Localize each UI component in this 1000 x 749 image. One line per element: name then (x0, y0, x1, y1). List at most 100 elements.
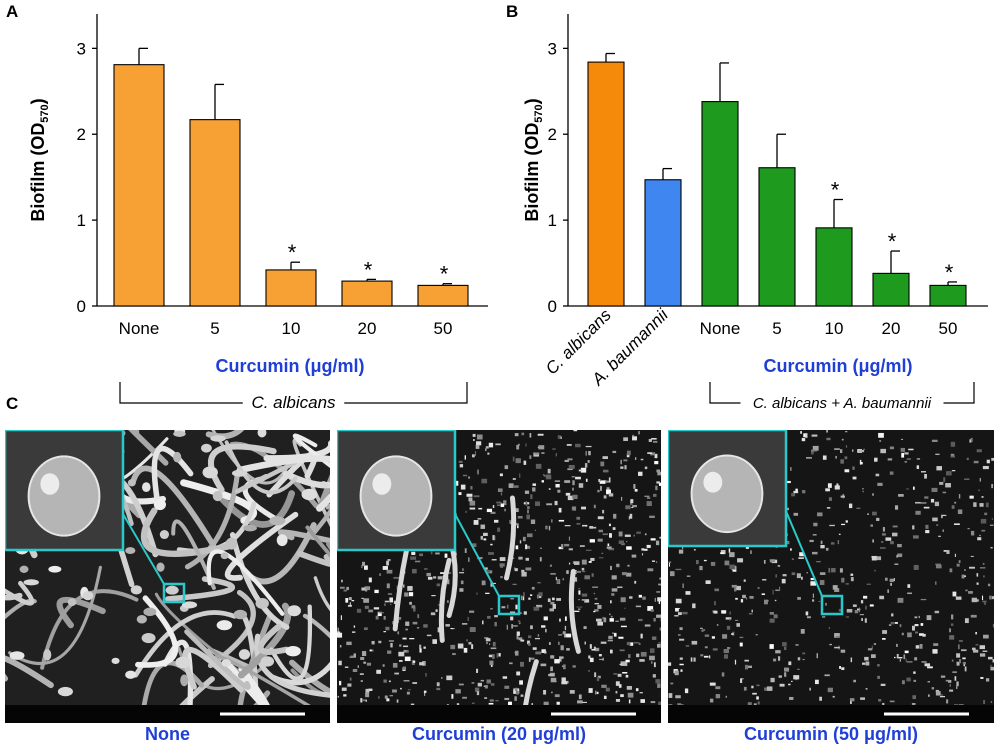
matrix-particle (981, 595, 984, 601)
matrix-particle (888, 624, 892, 626)
matrix-particle (590, 557, 595, 561)
matrix-particle (686, 575, 691, 577)
hypha (296, 550, 330, 567)
matrix-particle (338, 680, 342, 686)
matrix-particle (528, 597, 531, 600)
matrix-particle (525, 544, 528, 550)
matrix-particle (757, 701, 760, 705)
matrix-particle (496, 653, 498, 658)
matrix-particle (756, 696, 759, 700)
matrix-particle (805, 611, 809, 616)
category-label: 20 (882, 319, 901, 338)
matrix-particle (822, 455, 827, 460)
matrix-particle (510, 598, 515, 600)
matrix-particle (799, 552, 805, 557)
matrix-particle (682, 611, 688, 615)
matrix-particle (860, 461, 863, 465)
matrix-particle (931, 439, 938, 442)
matrix-particle (980, 518, 987, 524)
yeast-cell (287, 605, 301, 617)
matrix-particle (508, 701, 512, 706)
matrix-particle (977, 537, 982, 541)
matrix-particle (975, 599, 979, 602)
matrix-particle (436, 583, 441, 587)
matrix-particle (825, 547, 829, 551)
matrix-particle (912, 625, 915, 631)
matrix-particle (615, 690, 618, 694)
matrix-particle (572, 494, 578, 500)
matrix-particle (537, 433, 544, 436)
inset-connector (122, 513, 165, 585)
matrix-particle (550, 655, 555, 659)
panel-letter-c: C (6, 394, 19, 413)
matrix-particle (368, 688, 373, 691)
matrix-particle (946, 550, 950, 554)
matrix-particle (603, 495, 607, 499)
matrix-particle (915, 510, 921, 515)
matrix-particle (802, 490, 806, 494)
matrix-particle (516, 671, 521, 676)
matrix-particle (593, 610, 596, 613)
matrix-particle (649, 515, 655, 518)
matrix-particle (462, 474, 468, 477)
matrix-particle (950, 455, 955, 458)
matrix-particle (437, 604, 440, 606)
matrix-particle (417, 614, 420, 619)
matrix-particle (699, 627, 703, 629)
matrix-particle (922, 633, 926, 637)
matrix-particle (636, 531, 641, 534)
matrix-particle (775, 574, 777, 578)
matrix-particle (528, 657, 531, 662)
matrix-particle (459, 572, 465, 574)
matrix-particle (520, 639, 525, 642)
matrix-particle (506, 624, 509, 630)
yeast-cell (221, 659, 231, 667)
matrix-particle (514, 687, 518, 692)
matrix-particle (578, 694, 582, 700)
matrix-particle (409, 601, 412, 605)
bracket-label: C. albicans (251, 393, 336, 412)
matrix-particle (803, 433, 806, 438)
matrix-particle (969, 439, 972, 443)
matrix-particle (655, 561, 658, 564)
matrix-particle (669, 571, 675, 577)
matrix-particle (596, 677, 600, 682)
matrix-particle (469, 500, 476, 506)
hypha (289, 659, 330, 695)
matrix-particle (885, 537, 892, 541)
yeast-cell (125, 547, 136, 554)
matrix-particle (576, 523, 581, 525)
matrix-particle (983, 699, 986, 705)
matrix-particle (933, 643, 939, 646)
matrix-particle (777, 564, 781, 567)
matrix-particle (619, 649, 625, 652)
matrix-particle (480, 679, 484, 682)
matrix-particle (594, 603, 599, 605)
category-label: 5 (772, 319, 781, 338)
matrix-particle (504, 697, 510, 701)
matrix-particle (527, 509, 529, 514)
hypha (165, 576, 236, 602)
matrix-particle (898, 494, 904, 497)
matrix-particle (589, 539, 595, 543)
matrix-particle (462, 485, 465, 488)
matrix-particle (530, 519, 536, 524)
matrix-particle (793, 490, 799, 494)
matrix-particle (374, 589, 379, 594)
matrix-particle (735, 585, 741, 591)
matrix-particle (368, 577, 372, 583)
matrix-particle (550, 601, 555, 605)
matrix-particle (915, 501, 921, 504)
matrix-particle (433, 576, 437, 579)
matrix-particle (596, 618, 602, 622)
matrix-particle (623, 459, 628, 462)
matrix-particle (903, 654, 906, 660)
matrix-particle (942, 529, 944, 532)
matrix-particle (364, 586, 371, 591)
matrix-particle (625, 659, 630, 663)
matrix-particle (958, 494, 961, 499)
matrix-particle (877, 675, 880, 679)
matrix-particle (485, 567, 488, 570)
matrix-particle (657, 471, 661, 476)
